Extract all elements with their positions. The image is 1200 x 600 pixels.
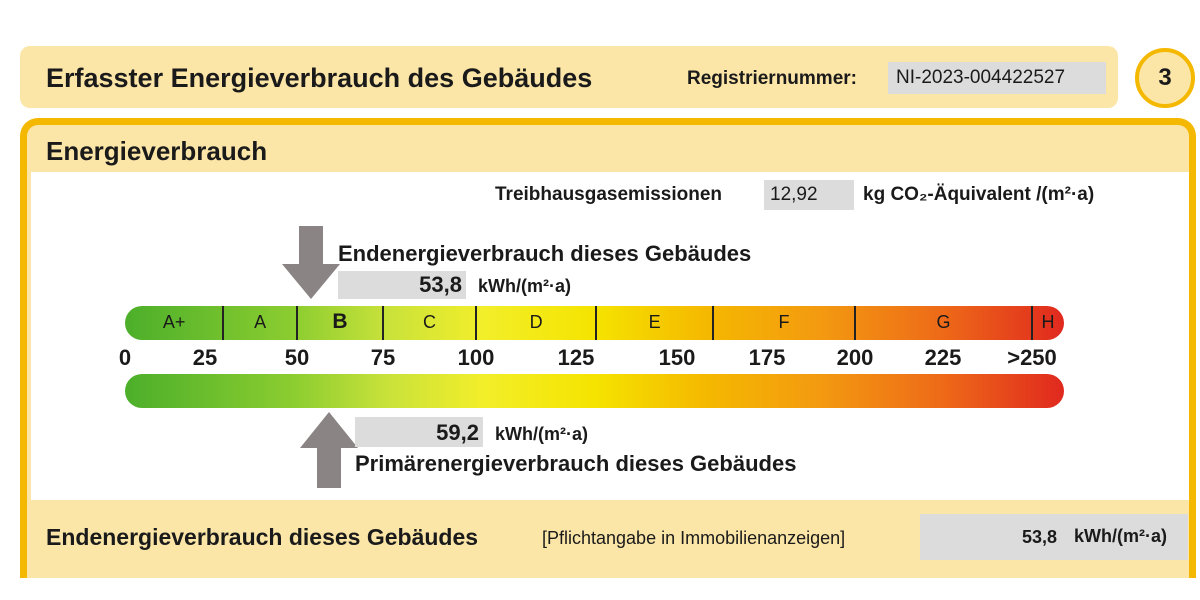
ghg-label: Treibhausgasemissionen <box>495 184 723 205</box>
end-energy-value: 53,8 <box>419 272 462 297</box>
footer-value-field <box>920 514 1188 560</box>
class-label-g: G <box>936 312 951 332</box>
primary-energy-arrow-icon <box>300 412 358 488</box>
end-energy-unit: kWh/(m²·a) <box>478 276 571 296</box>
class-label-f: F <box>778 312 790 332</box>
class-divider <box>1031 306 1033 340</box>
footer-title: Endenergieverbrauch dieses Gebäudes <box>46 524 479 550</box>
footer-unit: kWh/(m²·a) <box>1074 526 1167 546</box>
class-divider <box>296 306 298 340</box>
class-divider <box>712 306 714 340</box>
class-label-aplus: A+ <box>162 312 186 332</box>
class-label-e: E <box>648 312 661 332</box>
class-divider <box>382 306 384 340</box>
scale-tick-label: 150 <box>658 345 696 370</box>
class-label-b: B <box>332 310 348 333</box>
class-divider <box>475 306 477 340</box>
scale-tick-label: >250 <box>1007 345 1057 370</box>
scale-tick-label: 225 <box>924 345 962 370</box>
primary-energy-unit: kWh/(m²·a) <box>495 424 588 444</box>
scale-tick-label: 125 <box>557 345 595 370</box>
ghg-unit: kg CO₂-Äquivalent /(m²·a) <box>863 184 1095 205</box>
end-energy-title: Endenergieverbrauch dieses Gebäudes <box>338 241 752 266</box>
class-divider <box>854 306 856 340</box>
class-label-h: H <box>1041 312 1055 332</box>
class-label-a: A <box>254 312 267 332</box>
class-label-c: C <box>423 312 436 332</box>
gradient-bar <box>125 374 1064 408</box>
class-label-d: D <box>529 312 543 332</box>
primary-energy-value: 59,2 <box>436 420 479 445</box>
primary-energy-title: Primärenergieverbrauch dieses Gebäudes <box>355 451 797 476</box>
scale-tick-label: 200 <box>836 345 874 370</box>
primary-energy-value-field <box>355 417 483 447</box>
scale-tick-label: 25 <box>192 345 218 370</box>
page-title: Erfasster Energieverbrauch des Gebäudes <box>46 63 593 93</box>
energy-class-scale <box>125 306 1064 340</box>
class-divider <box>595 306 598 340</box>
end-energy-value-field <box>338 271 466 299</box>
scale-tick-label: 175 <box>748 345 786 370</box>
section-title: Energieverbrauch <box>46 136 268 166</box>
page-number-badge: 3 <box>1135 48 1195 108</box>
footer-value: 53,8 <box>1022 527 1058 547</box>
scale-tick-label: 50 <box>284 345 310 370</box>
scale-tick-label: 0 <box>118 345 132 370</box>
class-divider <box>222 306 225 340</box>
ghg-value-field: 12,92 <box>764 180 854 210</box>
scale-tick-label: 75 <box>370 345 396 370</box>
scale-tick-label: 100 <box>457 345 495 370</box>
end-energy-arrow-icon <box>282 226 340 299</box>
registration-label: Registriernummer: <box>687 68 857 89</box>
footer-note: [Pflichtangabe in Immobilienanzeigen] <box>542 528 846 548</box>
registration-number-field: NI-2023-004422527 <box>888 62 1106 94</box>
